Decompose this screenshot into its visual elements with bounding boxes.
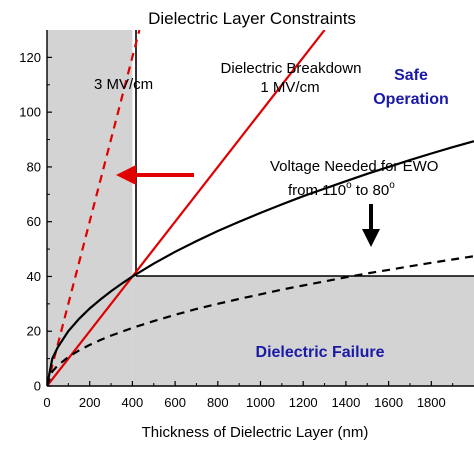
region-bottom-forbidden — [132, 276, 474, 386]
chart-title: Dielectric Layer Constraints — [148, 9, 356, 28]
series-line-breakdown-1mv — [47, 30, 326, 386]
x-tick-label-0: 0 — [43, 395, 50, 410]
voltage-from: from 110 — [288, 182, 346, 199]
y-tick-label-40: 40 — [27, 269, 41, 284]
series-line-breakdown-3mv — [47, 30, 141, 386]
y-tick-label-100: 100 — [19, 105, 41, 120]
y-tick-label-120: 120 — [19, 50, 41, 65]
x-tick-label-800: 800 — [207, 395, 229, 410]
annotation-3mv: 3 MV/cm — [94, 76, 153, 93]
series-group — [47, 30, 474, 386]
annotation-safe-line2: Operation — [373, 91, 449, 108]
voltage-degree-1: o — [346, 180, 352, 191]
x-tick-label-600: 600 — [164, 395, 186, 410]
black-down-arrow-icon — [362, 204, 380, 247]
x-tick-label-400: 400 — [122, 395, 144, 410]
x-tick-label-1600: 1600 — [374, 395, 403, 410]
x-tick-label-1400: 1400 — [331, 395, 360, 410]
x-tick-label-1000: 1000 — [246, 395, 275, 410]
annotation-voltage-line1: Voltage Needed for EWO — [270, 158, 438, 175]
y-tick-label-80: 80 — [27, 159, 41, 174]
annotation-voltage-line2: from 110o to 80o — [288, 180, 395, 199]
annotation-breakdown-line2: 1 MV/cm — [260, 79, 319, 96]
x-tick-label-1200: 1200 — [289, 395, 318, 410]
voltage-degree-2: o — [389, 180, 395, 191]
annotation-dielectric-failure: Dielectric Failure — [256, 344, 385, 361]
voltage-to: to 80 — [352, 182, 390, 199]
x-ticks: 0 200 400 600 800 1000 1200 1400 1600 1800 — [43, 381, 454, 410]
y-ticks: 0 20 40 60 80 100 120 — [19, 50, 52, 394]
y-tick-label-60: 60 — [27, 214, 41, 229]
series-line-voltage-110-80 — [47, 140, 474, 386]
x-axis-title: Thickness of Dielectric Layer (nm) — [142, 424, 369, 441]
x-tick-label-1800: 1800 — [417, 395, 446, 410]
annotation-breakdown-line1: Dielectric Breakdown — [221, 60, 362, 77]
annotation-safe-line1: Safe — [394, 67, 428, 84]
forbidden-regions — [47, 30, 474, 386]
x-tick-label-200: 200 — [79, 395, 101, 410]
region-left-forbidden — [47, 30, 133, 386]
series-line-voltage-dashed — [47, 255, 474, 386]
red-left-arrow-icon — [116, 165, 194, 185]
y-tick-label-20: 20 — [27, 324, 41, 339]
y-tick-label-0: 0 — [34, 379, 41, 394]
